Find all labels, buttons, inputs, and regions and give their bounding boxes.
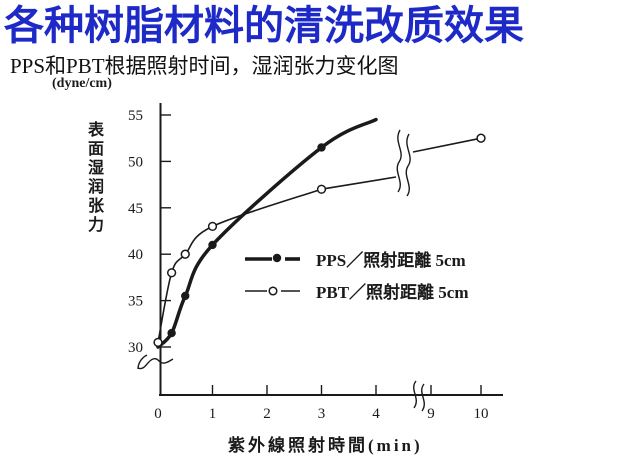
pbt-point (166, 268, 177, 278)
legend-item-pps: PPS／照射距離 5cm (244, 246, 469, 271)
y-tick-label: 40 (128, 247, 143, 263)
pps-point (317, 143, 326, 152)
x-tick-label: 2 (263, 406, 271, 422)
slide-subtitle: PPS和PBT根据照射时间，湿润张力变化图 (10, 54, 399, 78)
y-axis-break-icon (137, 354, 174, 370)
pbt-point (207, 221, 218, 232)
y-axis-unit-label: (dyne/cm) (52, 76, 112, 91)
pbt-point (153, 337, 163, 348)
pps-series-marker-icon (245, 253, 300, 262)
pbt-point (180, 249, 190, 259)
x-tick-label: 10 (474, 406, 489, 422)
x-tick-label: 3 (318, 406, 326, 422)
pps-curve (156, 117, 378, 349)
pbt-point (476, 133, 486, 143)
x-axis-title: 紫外線照射時間(min) (228, 436, 423, 455)
pps-point (167, 328, 176, 338)
chart-legend: PPS／照射距離 5cm PBT／照射距離 5cm (244, 246, 469, 310)
x-tick-label: 1 (209, 406, 217, 422)
x-tick-label: 9 (427, 406, 435, 422)
pps-point (208, 240, 217, 250)
legend-item-pbt: PBT／照射距離 5cm (244, 278, 469, 303)
pbt-series-marker-icon (245, 285, 300, 296)
legend-label-pbt: PBT／照射距離 5cm (316, 283, 469, 302)
pbt-curve-right (412, 137, 482, 153)
y-tick-label: 50 (128, 154, 143, 170)
y-axis-title: 表面湿润张力 (85, 121, 102, 235)
pbt-point (316, 184, 327, 194)
x-axis-break-icon (413, 380, 425, 412)
x-tick-label: 0 (154, 406, 162, 422)
legend-label-pps: PPS／照射距離 5cm (316, 251, 466, 270)
y-tick-label: 55 (128, 108, 143, 124)
pps-point (181, 291, 190, 301)
plot-break-icon (396, 129, 411, 197)
y-tick-label: 35 (128, 294, 143, 310)
x-tick-label: 4 (372, 406, 380, 422)
slide-title: 各种树脂材料的清洗改质效果 (4, 3, 524, 48)
y-tick-label: 45 (128, 201, 143, 217)
y-tick-label: 30 (128, 340, 143, 356)
